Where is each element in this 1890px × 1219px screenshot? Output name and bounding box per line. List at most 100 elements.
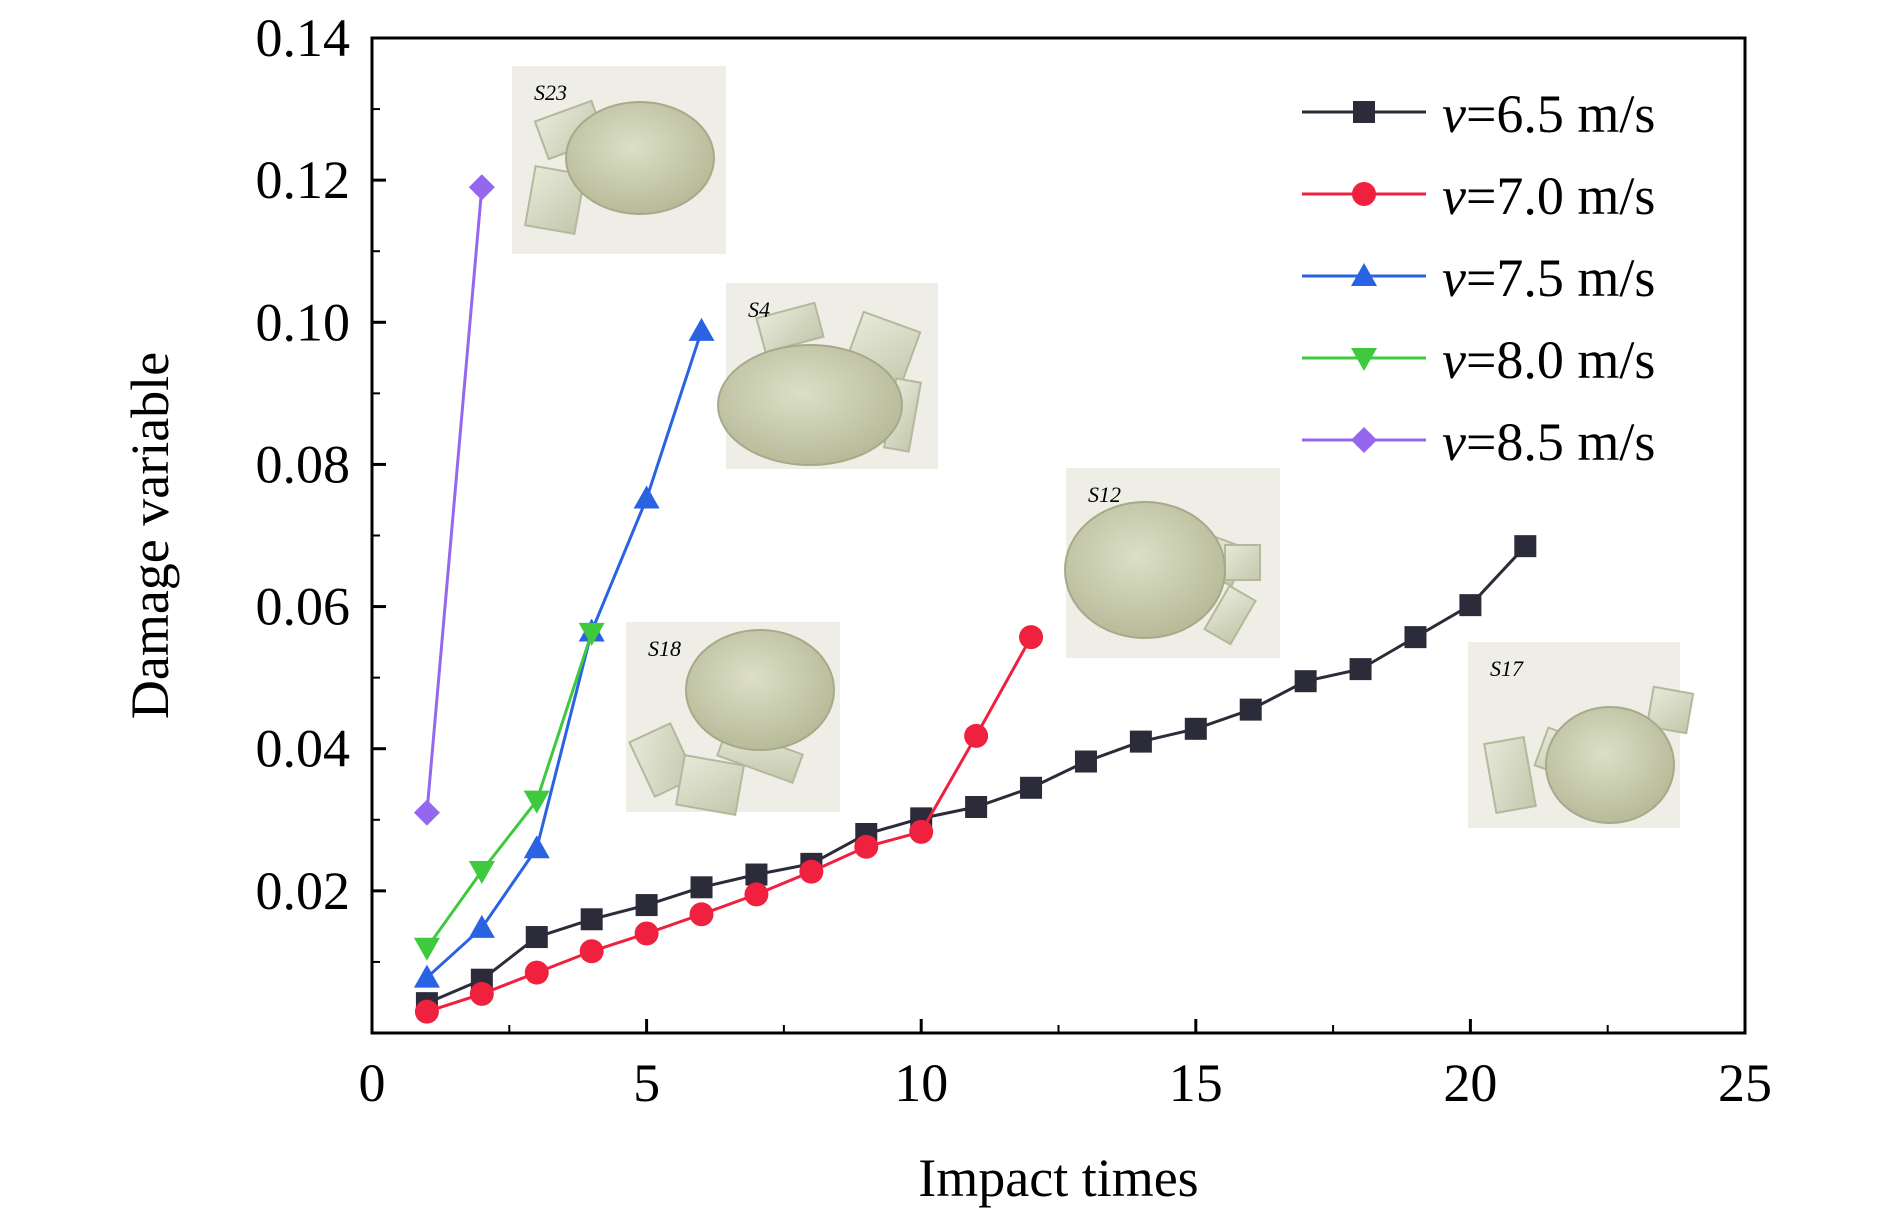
data-point [414, 999, 439, 1024]
legend-item: v=8.0 m/s [1302, 330, 1655, 390]
specimen-disc [1545, 706, 1675, 824]
legend-swatch-marker [1352, 182, 1376, 206]
legend-item: v=6.5 m/s [1302, 84, 1655, 144]
legend-rest: =8.5 m/s [1466, 412, 1655, 472]
y-tick-label: 0.12 [256, 150, 351, 210]
legend-item: v=7.0 m/s [1302, 166, 1655, 226]
legend-swatch-marker [1351, 263, 1377, 286]
y-tick-label: 0.14 [256, 8, 351, 68]
specimen-label: S17 [1490, 656, 1524, 681]
fragment-shard [1203, 584, 1257, 646]
data-point [909, 819, 934, 844]
data-point [578, 622, 605, 646]
series-layer [413, 174, 1537, 1024]
specimen-disc [717, 344, 903, 466]
specimen-label: S4 [748, 297, 770, 322]
legend-var: v [1442, 84, 1466, 144]
data-point [524, 960, 549, 985]
data-point [413, 937, 440, 961]
data-point [690, 876, 713, 899]
data-point [1349, 658, 1372, 681]
specimen-photo-s23: S23 [512, 66, 726, 254]
legend-swatch-marker [1353, 101, 1375, 123]
fragment-shard [755, 301, 825, 354]
data-point [854, 834, 879, 859]
legend-var: v [1442, 412, 1466, 472]
data-point [1019, 625, 1044, 650]
data-point [964, 723, 989, 748]
specimen-label: S12 [1088, 482, 1121, 507]
legend-rest: =7.0 m/s [1466, 166, 1655, 226]
plot-frame: 0 5 10 15 20 25 0.02 0.04 0.06 0.08 0.10 0.12 0.14 [256, 8, 1773, 1113]
x-tick-label: 0 [359, 1053, 386, 1113]
legend-label: v=8.5 m/s [1442, 412, 1655, 472]
legend-label: v=7.5 m/s [1442, 248, 1655, 308]
data-point [635, 894, 658, 917]
legend-swatch-marker [1351, 348, 1377, 371]
data-point [468, 174, 495, 201]
legend-var: v [1442, 248, 1466, 308]
data-point [413, 799, 440, 826]
specimen-photos: S23 S4 S18 S12 S17 [512, 66, 1695, 828]
x-tick-label: 25 [1718, 1053, 1772, 1113]
specimen-disc [565, 101, 715, 215]
specimen-disc [1064, 501, 1226, 639]
specimen-label: S23 [534, 80, 567, 105]
legend-swatch-marker [1351, 427, 1377, 453]
y-axis-label: Damage variable [120, 352, 180, 719]
legend-label: v=6.5 m/s [1442, 84, 1655, 144]
data-point [799, 859, 824, 884]
legend-var: v [1442, 330, 1466, 390]
data-point [965, 795, 988, 818]
legend: v=6.5 m/sv=7.0 m/sv=7.5 m/sv=8.0 m/sv=8.… [1302, 84, 1655, 472]
fragment-shard [1483, 735, 1537, 815]
data-point [1239, 698, 1262, 721]
data-point [1074, 750, 1097, 773]
series-line [426, 545, 1527, 1005]
specimen-photo-s18: S18 [626, 622, 840, 816]
series-v85 [413, 174, 495, 826]
data-point [744, 882, 769, 907]
data-point [413, 964, 440, 988]
data-point [469, 981, 494, 1006]
fragment-shard [1645, 685, 1695, 735]
data-point [523, 790, 550, 814]
fragment-shard [1224, 544, 1261, 581]
data-point [1459, 594, 1482, 617]
x-axis-label: Impact times [918, 1148, 1198, 1208]
legend-label: v=7.0 m/s [1442, 166, 1655, 226]
fragment-shard [524, 164, 586, 236]
data-point [1514, 535, 1537, 558]
data-point [1294, 670, 1317, 693]
legend-var: v [1442, 166, 1466, 226]
axes-labels: Impact times Damage variable [120, 352, 1199, 1208]
x-tick-label: 20 [1443, 1053, 1497, 1113]
data-point [580, 908, 603, 931]
data-point [579, 939, 604, 964]
series-v70 [414, 625, 1044, 1024]
x-tick-label: 15 [1169, 1053, 1223, 1113]
y-tick-label: 0.10 [256, 292, 351, 352]
legend-rest: =8.0 m/s [1466, 330, 1655, 390]
data-point [523, 835, 550, 859]
y-tick-label: 0.08 [256, 434, 351, 494]
x-tick-label: 5 [633, 1053, 660, 1113]
data-point [634, 921, 659, 946]
y-tick-label: 0.06 [256, 577, 351, 637]
specimen-photo-s12: S12 [1064, 468, 1280, 658]
legend-item: v=8.5 m/s [1302, 412, 1655, 472]
legend-rest: =7.5 m/s [1466, 248, 1655, 308]
data-point [1129, 730, 1152, 753]
data-point [468, 860, 495, 884]
legend-label: v=8.0 m/s [1442, 330, 1655, 390]
data-point [688, 317, 715, 341]
specimen-photo-s4: S4 [717, 283, 938, 469]
data-point [525, 926, 548, 949]
data-point [1184, 717, 1207, 740]
y-tick-label: 0.02 [256, 861, 351, 921]
data-point [689, 902, 714, 927]
specimen-photo-s17: S17 [1468, 642, 1695, 828]
data-point [633, 485, 660, 509]
series-line [425, 632, 594, 949]
